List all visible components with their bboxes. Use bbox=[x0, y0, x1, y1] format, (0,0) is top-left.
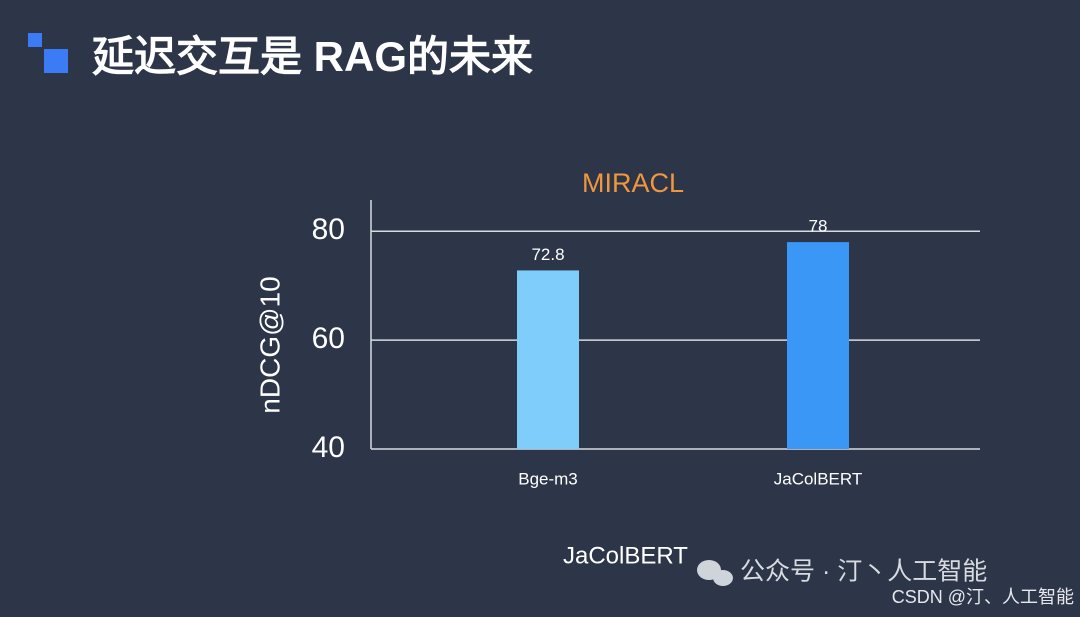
watermark: 公众号 · 汀丶人工智能 bbox=[740, 558, 987, 586]
bar bbox=[787, 242, 849, 449]
value-label: 72.8 bbox=[531, 245, 564, 264]
slide-title: 延迟交互是 RAG的未来 bbox=[92, 33, 533, 80]
wechat-icon bbox=[697, 560, 733, 586]
y-tick-label: 80 bbox=[312, 213, 345, 246]
x-tick-label: JaColBERT bbox=[774, 469, 863, 488]
logo-square bbox=[28, 33, 42, 47]
x-tick-label: Bge-m3 bbox=[518, 469, 578, 488]
bar bbox=[517, 270, 579, 449]
chart-title: MIRACL bbox=[582, 168, 684, 198]
logo-square bbox=[44, 49, 68, 73]
credit: CSDN @汀、人工智能 bbox=[892, 587, 1074, 607]
caption: JaColBERT bbox=[563, 542, 688, 569]
y-tick-label: 40 bbox=[312, 431, 345, 464]
y-tick-label: 60 bbox=[312, 322, 345, 355]
value-label: 78 bbox=[809, 217, 828, 236]
y-axis-label: nDCG@10 bbox=[254, 276, 285, 413]
